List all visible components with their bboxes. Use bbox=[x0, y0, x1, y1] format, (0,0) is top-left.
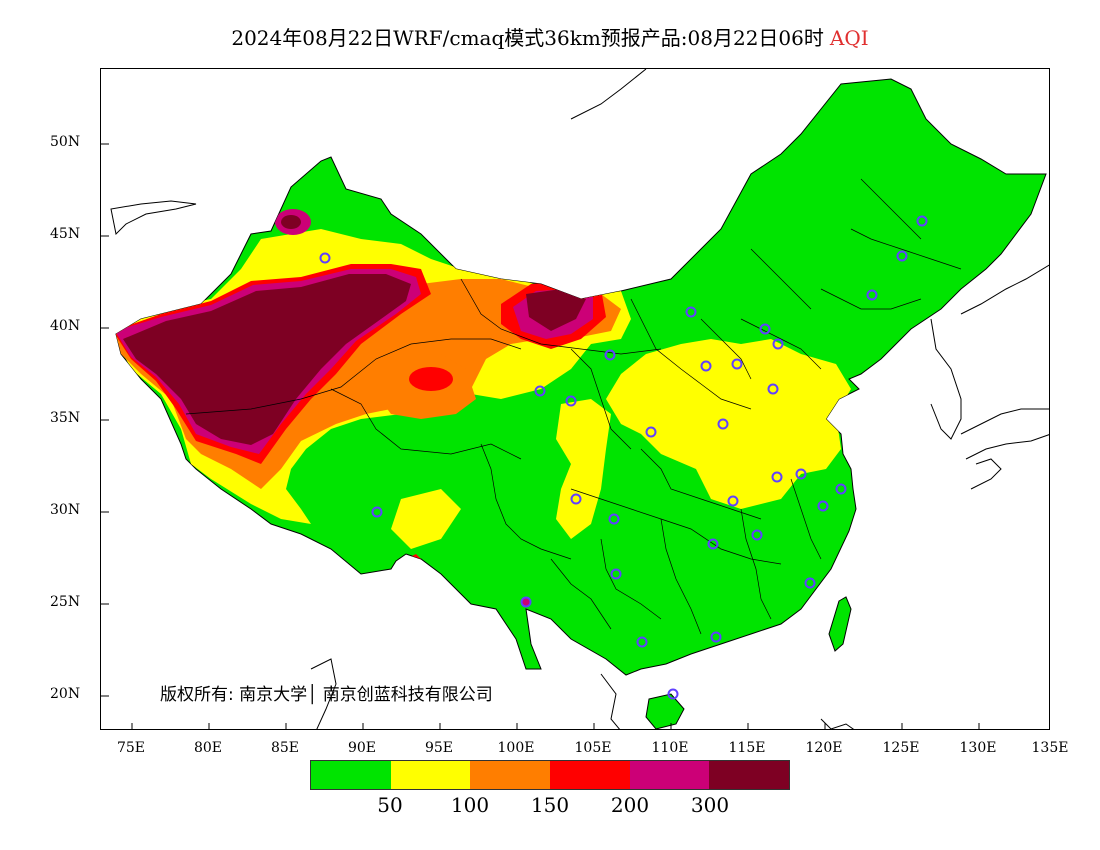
legend-label-150: 150 bbox=[530, 793, 570, 817]
y-tick-25n: 25N bbox=[50, 594, 81, 610]
x-tick-100e: 100E bbox=[497, 740, 535, 756]
aqi-legend-bar bbox=[310, 760, 790, 790]
aqi-map bbox=[101, 69, 1049, 729]
x-tick-90e: 90E bbox=[347, 740, 377, 756]
y-tick-20n: 20N bbox=[50, 686, 81, 702]
map-frame bbox=[100, 68, 1050, 730]
station-markers bbox=[319, 215, 928, 700]
x-tick-85e: 85E bbox=[270, 740, 300, 756]
legend-swatch-hazardous bbox=[709, 761, 790, 789]
aqi-hotspot-north-core bbox=[281, 215, 301, 229]
y-tick-30n: 30N bbox=[50, 502, 81, 518]
x-tick-110e: 110E bbox=[651, 740, 689, 756]
neighbor-coastlines bbox=[110, 69, 1049, 729]
legend-swatch-good bbox=[311, 761, 391, 789]
aqi-hotspot-gansu-core bbox=[526, 289, 586, 331]
x-tick-105e: 105E bbox=[574, 740, 612, 756]
legend-swatch-unhealthy bbox=[550, 761, 630, 789]
x-tick-95e: 95E bbox=[424, 740, 454, 756]
map-title: 2024年08月22日WRF/cmaq模式36km预报产品:08月22日06时 A… bbox=[0, 22, 1100, 51]
x-tick-135e: 135E bbox=[1031, 740, 1069, 756]
copyright-text: 版权所有: 南京大学│ 南京创蓝科技有限公司 bbox=[160, 685, 493, 705]
title-variable: AQI bbox=[829, 26, 869, 50]
legend-label-50: 50 bbox=[377, 793, 403, 817]
x-tick-120e: 120E bbox=[805, 740, 843, 756]
legend-swatch-moderate bbox=[390, 761, 471, 789]
x-tick-125e: 125E bbox=[882, 740, 920, 756]
y-tick-35n: 35N bbox=[50, 410, 81, 426]
aqi-hotspot-yunnan bbox=[521, 597, 531, 607]
province-boundaries bbox=[185, 178, 962, 635]
hainan-island bbox=[645, 693, 685, 729]
x-tick-75e: 75E bbox=[116, 740, 146, 756]
legend-swatch-usg bbox=[470, 761, 551, 789]
y-tick-40n: 40N bbox=[50, 318, 81, 334]
axis-ticks bbox=[101, 143, 980, 729]
legend-label-100: 100 bbox=[450, 793, 490, 817]
legend-label-300: 300 bbox=[690, 793, 730, 817]
aqi-zone-moderate-sichuan bbox=[556, 399, 611, 539]
taiwan-island bbox=[828, 596, 852, 652]
title-text: 2024年08月22日WRF/cmaq模式36km预报产品:08月22日06时 bbox=[231, 26, 824, 50]
aqi-zone-hazardous-west bbox=[123, 274, 411, 445]
aqi-hotspot-qinghai bbox=[409, 367, 453, 391]
x-tick-115e: 115E bbox=[728, 740, 766, 756]
y-tick-45n: 45N bbox=[50, 226, 81, 242]
y-tick-50n: 50N bbox=[50, 134, 81, 150]
aqi-zone-moderate-south bbox=[391, 489, 461, 549]
legend-swatch-very-unhealthy bbox=[629, 761, 710, 789]
x-tick-80e: 80E bbox=[193, 740, 223, 756]
legend-label-200: 200 bbox=[610, 793, 650, 817]
x-tick-130e: 130E bbox=[959, 740, 997, 756]
